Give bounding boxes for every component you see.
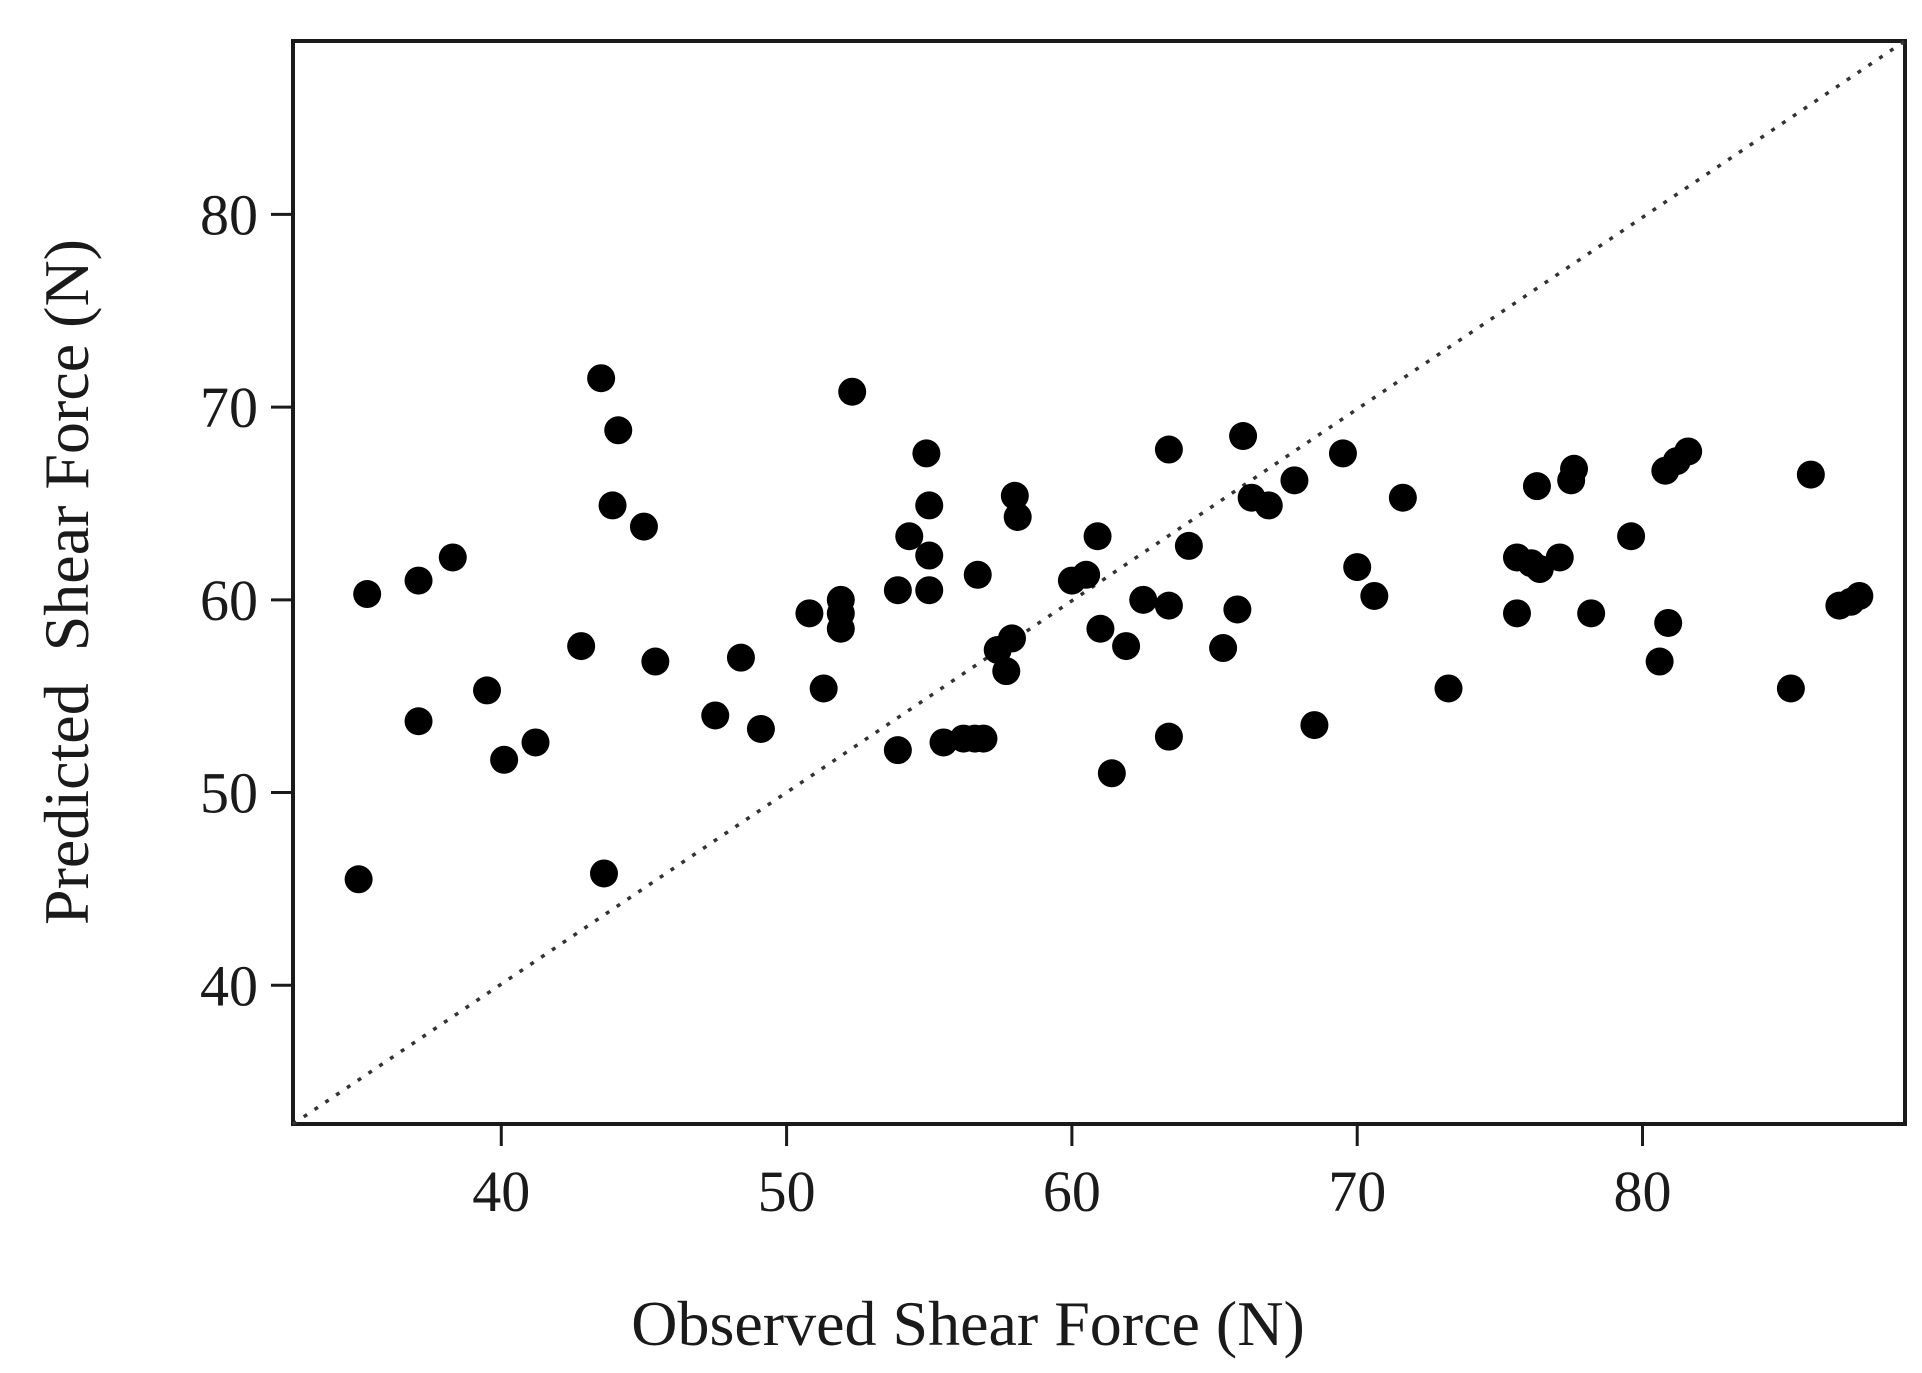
data-point	[1776, 674, 1805, 703]
x-tick-label: 40	[472, 1159, 530, 1224]
data-point	[1654, 608, 1683, 637]
data-point	[1360, 581, 1389, 610]
data-point	[1328, 439, 1357, 468]
data-point	[997, 624, 1026, 653]
data-point	[1097, 759, 1126, 788]
data-point	[969, 724, 998, 753]
y-tick-label: 80	[200, 182, 258, 247]
data-point	[344, 865, 373, 894]
data-point	[589, 859, 618, 888]
data-point	[1434, 674, 1463, 703]
data-point	[1209, 634, 1238, 663]
data-point	[701, 701, 730, 730]
x-tick-label: 70	[1328, 1159, 1386, 1224]
data-point	[1280, 466, 1309, 495]
x-tick-label: 60	[1043, 1159, 1101, 1224]
data-point	[1112, 632, 1141, 661]
y-tick-label: 60	[200, 568, 258, 633]
data-point	[629, 512, 658, 541]
data-point	[1154, 722, 1183, 751]
data-point	[1577, 599, 1606, 628]
data-point	[1674, 437, 1703, 466]
data-point	[567, 632, 596, 661]
y-tick-label: 40	[200, 953, 258, 1018]
data-point	[1502, 599, 1531, 628]
data-point	[1545, 543, 1574, 572]
data-point	[1083, 522, 1112, 551]
data-point	[1174, 531, 1203, 560]
data-point	[1388, 483, 1417, 512]
data-point	[915, 576, 944, 605]
data-point	[826, 614, 855, 643]
x-tick-label: 50	[758, 1159, 816, 1224]
data-point	[992, 657, 1021, 686]
axis-ticks: 40 50 60 70 80 40 50 60 70 80	[200, 182, 1672, 1224]
data-point	[1000, 481, 1029, 510]
data-point	[1072, 560, 1101, 589]
data-point	[963, 560, 992, 589]
data-point	[1845, 581, 1874, 610]
data-points	[344, 364, 1874, 894]
data-point	[1223, 595, 1252, 624]
data-point	[1343, 553, 1372, 582]
x-axis-title: Observed Shear Force (N)	[631, 1288, 1305, 1359]
data-point	[490, 745, 519, 774]
data-point	[1129, 585, 1158, 614]
data-point	[1300, 711, 1329, 740]
data-point	[895, 522, 924, 551]
data-point	[1560, 454, 1589, 483]
data-point	[473, 676, 502, 705]
data-point	[1154, 591, 1183, 620]
data-point	[838, 377, 867, 406]
data-point	[1154, 435, 1183, 464]
data-point	[912, 439, 941, 468]
data-point	[404, 566, 433, 595]
y-tick-label: 70	[200, 375, 258, 440]
data-point	[1522, 472, 1551, 501]
data-point	[1254, 491, 1283, 520]
data-point	[1003, 502, 1032, 531]
identity-reference-line	[292, 39, 1906, 1126]
data-point	[1617, 522, 1646, 551]
data-point	[883, 576, 912, 605]
x-tick-label: 80	[1614, 1159, 1672, 1224]
data-point	[353, 580, 382, 609]
data-point	[1086, 614, 1115, 643]
data-point	[726, 643, 755, 672]
data-point	[915, 541, 944, 570]
data-point	[521, 728, 550, 757]
data-point	[641, 647, 670, 676]
y-axis-title: Predicted Shear Force (N)	[31, 239, 102, 925]
data-point	[746, 714, 775, 743]
data-point	[1645, 647, 1674, 676]
plot-frame	[291, 39, 1907, 1126]
data-point	[795, 599, 824, 628]
data-point	[1229, 422, 1258, 451]
y-tick-label: 50	[200, 761, 258, 826]
data-point	[587, 364, 616, 393]
data-point	[604, 416, 633, 445]
data-point	[598, 491, 627, 520]
data-point	[438, 543, 467, 572]
data-point	[883, 736, 912, 765]
data-point	[1796, 460, 1825, 489]
data-point	[809, 674, 838, 703]
data-point	[404, 707, 433, 736]
data-point	[915, 491, 944, 520]
